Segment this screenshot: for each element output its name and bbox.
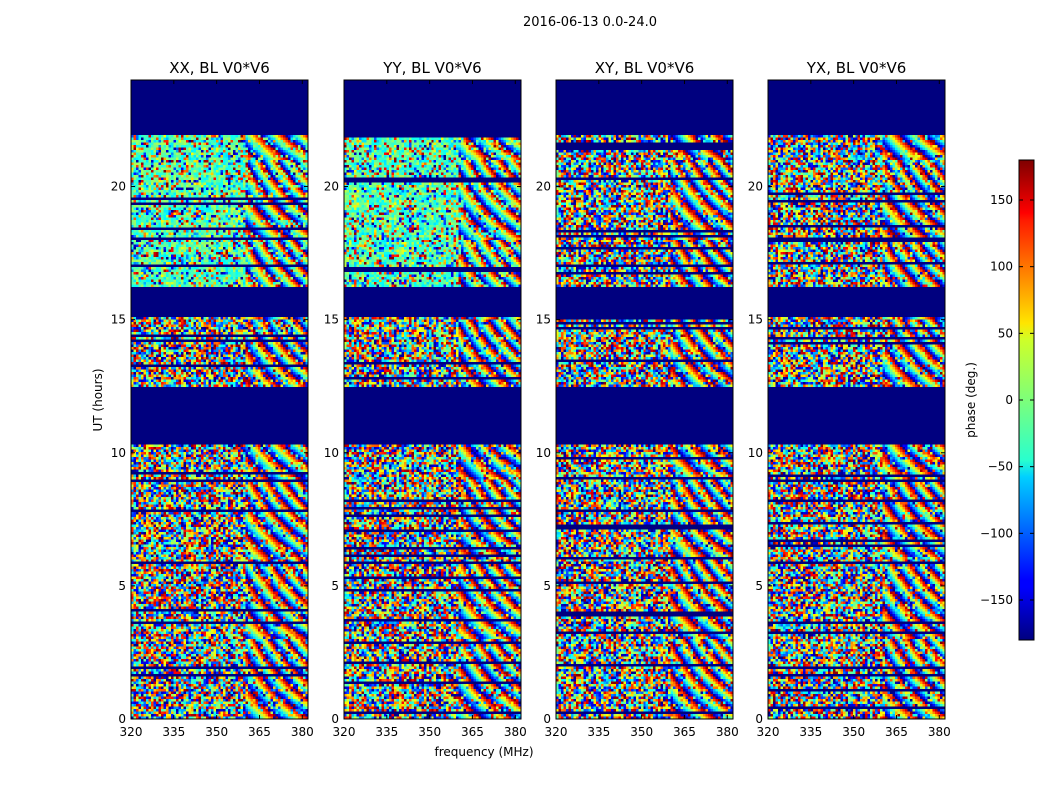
y-tick-label: 10 <box>748 446 763 460</box>
y-tick-label: 15 <box>536 313 551 327</box>
y-tick-label: 15 <box>748 313 763 327</box>
panel-title: XY, BL V0*V6 <box>595 59 695 77</box>
colorbar-tick-label: 0 <box>1005 393 1013 407</box>
colorbar: −150 −100 −50 0 50 100 150 phase (deg.) <box>964 159 1035 641</box>
y-tick-label: 5 <box>543 579 551 593</box>
y-tick-label: 15 <box>111 313 126 327</box>
y-tick-label: 20 <box>748 180 763 194</box>
x-tick-label: 320 <box>545 725 568 739</box>
x-tick-label: 350 <box>842 725 865 739</box>
figure-title: 2016-06-13 0.0-24.0 <box>523 15 657 30</box>
y-tick-label: 0 <box>118 712 126 726</box>
x-tick-label: 380 <box>291 725 314 739</box>
colorbar-tick-label: −150 <box>980 593 1013 607</box>
x-tick-label: 335 <box>162 725 185 739</box>
x-tick-label: 335 <box>799 725 822 739</box>
panel-title: XX, BL V0*V6 <box>169 59 270 77</box>
panel-frame <box>767 79 946 720</box>
x-tick-label: 350 <box>418 725 441 739</box>
colorbar-tick-label: 150 <box>990 193 1013 207</box>
y-tick-label: 10 <box>536 446 551 460</box>
y-axis-label: UT (hours) <box>91 368 105 431</box>
y-tick-label: 20 <box>111 180 126 194</box>
panel-heatmap <box>131 80 308 719</box>
y-tick-label: 5 <box>755 579 763 593</box>
x-tick-label: 380 <box>716 725 739 739</box>
panel-heatmap <box>556 80 733 719</box>
x-tick-label: 320 <box>333 725 356 739</box>
y-tick-label: 20 <box>324 180 339 194</box>
panel-title: YY, BL V0*V6 <box>382 59 481 77</box>
panel-xx: XX, BL V0*V6 320 335 350 365 380 0 5 10 15 20 <box>111 59 314 739</box>
y-tick-label: 5 <box>331 579 339 593</box>
y-tick-label: 0 <box>331 712 339 726</box>
x-axis-label: frequency (MHz) <box>434 745 533 759</box>
colorbar-tick-label: 100 <box>990 260 1013 274</box>
panel-xy: XY, BL V0*V6 320 335 350 365 380 0 5 10 15 20 <box>536 59 739 739</box>
panel-frame <box>130 79 309 720</box>
x-tick-label: 320 <box>120 725 143 739</box>
x-tick-label: 365 <box>248 725 271 739</box>
x-tick-label: 350 <box>205 725 228 739</box>
panel-frame <box>555 79 734 720</box>
y-tick-label: 5 <box>118 579 126 593</box>
panel-yx: YX, BL V0*V6 320 335 350 365 380 0 5 10 15 20 <box>748 59 951 739</box>
y-tick-label: 15 <box>324 313 339 327</box>
y-tick-label: 0 <box>755 712 763 726</box>
x-tick-label: 380 <box>504 725 527 739</box>
y-tick-label: 0 <box>543 712 551 726</box>
colorbar-tick-label: −100 <box>980 526 1013 540</box>
y-tick-label: 10 <box>111 446 126 460</box>
panel-frame <box>343 79 522 720</box>
colorbar-tick-label: 50 <box>998 326 1013 340</box>
x-tick-label: 365 <box>461 725 484 739</box>
panel-heatmap <box>768 80 945 719</box>
panel-title: YX, BL V0*V6 <box>806 59 907 77</box>
colorbar-tick-label: −50 <box>988 460 1013 474</box>
colorbar-label: phase (deg.) <box>964 362 978 438</box>
y-tick-label: 20 <box>536 180 551 194</box>
y-tick-label: 10 <box>324 446 339 460</box>
x-tick-label: 365 <box>673 725 696 739</box>
x-tick-label: 350 <box>630 725 653 739</box>
x-tick-label: 320 <box>757 725 780 739</box>
x-tick-label: 335 <box>587 725 610 739</box>
x-tick-label: 335 <box>375 725 398 739</box>
panel-yy: YY, BL V0*V6 320 335 350 365 380 0 5 10 15 20 <box>324 59 527 739</box>
x-tick-label: 365 <box>885 725 908 739</box>
panel-heatmap <box>344 80 521 719</box>
x-tick-label: 380 <box>928 725 951 739</box>
